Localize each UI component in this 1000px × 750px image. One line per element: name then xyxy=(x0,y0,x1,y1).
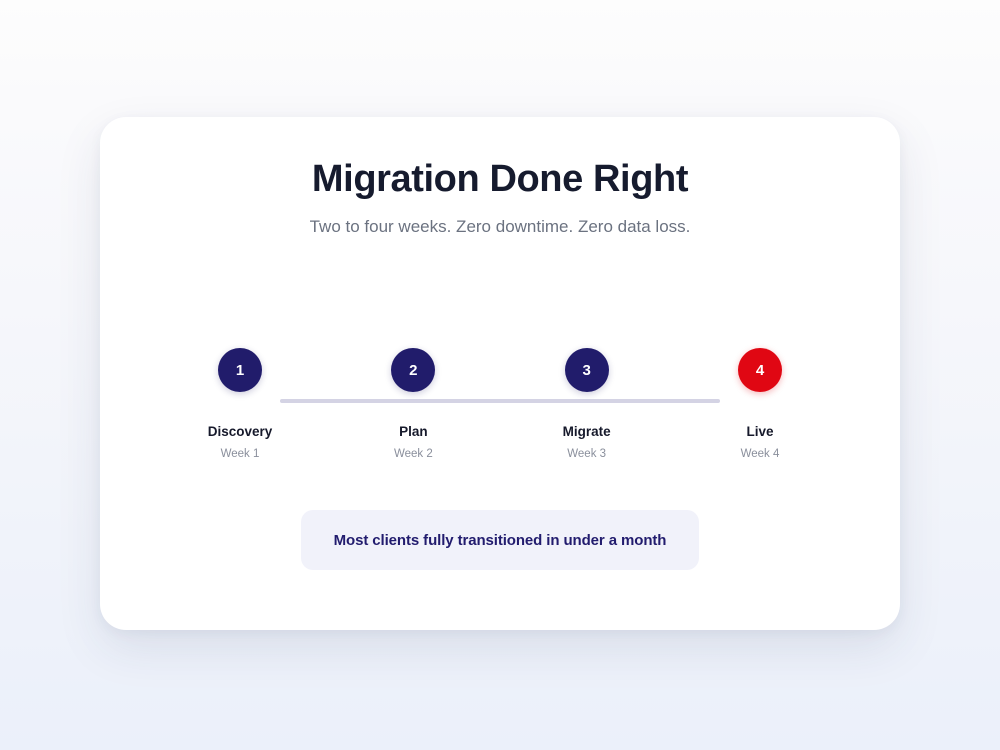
stepper-step-live[interactable]: 4 Live Week 4 xyxy=(680,348,840,460)
step-sublabel: Week 2 xyxy=(393,448,433,460)
step-number-badge[interactable]: 1 xyxy=(218,348,262,392)
step-sublabel: Week 3 xyxy=(567,448,607,460)
summary-banner: Most clients fully transitioned in under… xyxy=(301,510,699,570)
step-sublabel: Week 4 xyxy=(740,448,780,460)
step-label: Plan xyxy=(399,424,428,439)
stepper-step-discovery[interactable]: 1 Discovery Week 1 xyxy=(160,348,320,460)
card-header: Migration Done Right Two to four weeks. … xyxy=(100,117,900,237)
stepper-step-migrate[interactable]: 3 Migrate Week 3 xyxy=(507,348,667,460)
page-title: Migration Done Right xyxy=(311,158,689,200)
step-label: Migrate xyxy=(562,424,611,439)
summary-banner-text: Most clients fully transitioned in under… xyxy=(333,531,667,549)
step-label: Discovery xyxy=(207,424,273,439)
stepper-step-plan[interactable]: 2 Plan Week 2 xyxy=(333,348,493,460)
step-number-badge[interactable]: 4 xyxy=(737,348,782,392)
migration-card: Migration Done Right Two to four weeks. … xyxy=(100,117,900,630)
step-label: Live xyxy=(746,424,774,439)
step-sublabel: Week 1 xyxy=(220,448,260,460)
page-subtitle: Two to four weeks. Zero downtime. Zero d… xyxy=(309,216,691,236)
step-number-badge[interactable]: 2 xyxy=(391,348,436,392)
stepper-steps: 1 Discovery Week 1 2 Plan Week 2 3 Migra… xyxy=(160,348,840,460)
step-number-badge[interactable]: 3 xyxy=(564,348,609,392)
migration-stepper: 1 Discovery Week 1 2 Plan Week 2 3 Migra… xyxy=(160,348,840,478)
stepper-connector-line xyxy=(280,399,720,403)
